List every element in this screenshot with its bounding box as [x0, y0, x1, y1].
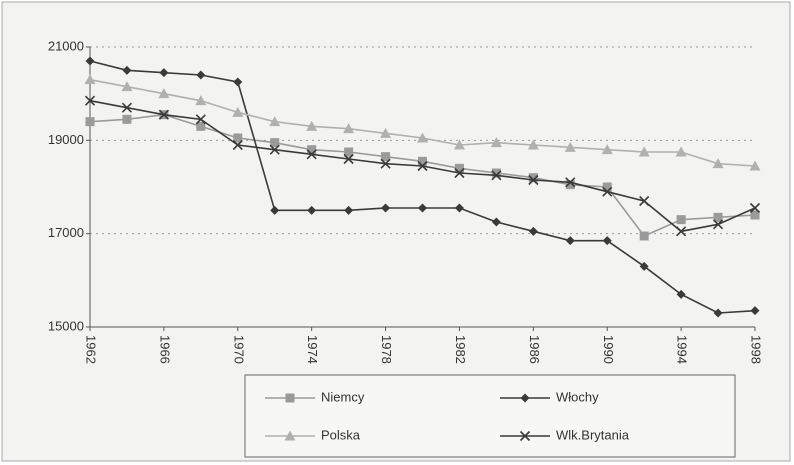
y-tick-label: 21000 — [48, 38, 84, 53]
point — [417, 132, 428, 143]
point — [232, 106, 244, 117]
point — [158, 88, 170, 99]
point — [84, 74, 96, 85]
legend-label: Włochy — [556, 389, 599, 404]
legend-label: Polska — [321, 427, 361, 442]
point — [713, 212, 723, 222]
y-tick-label: 17000 — [48, 225, 84, 240]
point — [713, 308, 723, 318]
point — [490, 137, 502, 148]
point — [453, 139, 465, 150]
point — [159, 68, 169, 78]
point — [284, 430, 296, 441]
point — [121, 81, 133, 92]
point — [528, 226, 538, 236]
point — [380, 127, 392, 138]
point — [196, 121, 206, 131]
point — [749, 202, 761, 214]
point — [565, 180, 575, 190]
point — [269, 116, 281, 127]
point — [270, 205, 280, 215]
point — [676, 226, 687, 237]
x-tick-label: 1994 — [675, 335, 690, 364]
point — [454, 167, 465, 179]
legend-label: Niemcy — [321, 389, 365, 404]
point — [519, 430, 531, 442]
point — [84, 95, 96, 106]
point — [417, 160, 428, 172]
x-tick-label: 1986 — [527, 335, 542, 364]
point — [418, 203, 427, 213]
point — [232, 139, 243, 151]
point — [639, 195, 650, 207]
point — [381, 203, 391, 213]
point — [676, 289, 686, 299]
point — [270, 138, 280, 148]
point — [602, 186, 613, 197]
point — [750, 210, 760, 220]
point — [712, 219, 724, 230]
point — [233, 133, 243, 143]
point — [527, 139, 539, 150]
point — [306, 149, 317, 160]
y-tick-label: 19000 — [48, 132, 84, 147]
point — [122, 114, 132, 124]
point — [306, 120, 318, 131]
point — [454, 163, 464, 173]
point — [122, 65, 132, 75]
point — [565, 177, 576, 188]
point — [344, 205, 354, 215]
point — [85, 56, 95, 66]
point — [381, 152, 391, 162]
x-tick-label: 1998 — [749, 335, 764, 364]
x-tick-label: 1966 — [157, 335, 172, 364]
x-tick-label: 1974 — [305, 335, 320, 364]
point — [638, 146, 650, 157]
point — [564, 141, 576, 152]
point — [602, 236, 612, 246]
point — [418, 156, 427, 166]
point — [749, 160, 761, 171]
point — [520, 393, 530, 403]
x-tick-label: 1970 — [231, 335, 246, 364]
point — [380, 158, 391, 169]
point — [344, 147, 354, 157]
point — [712, 158, 724, 169]
x-tick-label: 1990 — [601, 335, 616, 364]
point — [676, 215, 686, 225]
y-tick-label: 15000 — [48, 318, 84, 333]
point — [750, 306, 760, 316]
point — [602, 182, 612, 192]
point — [528, 174, 539, 186]
point — [269, 144, 280, 155]
point — [196, 70, 206, 80]
point — [307, 145, 317, 155]
x-tick-label: 1982 — [453, 335, 468, 364]
point — [343, 153, 354, 165]
point — [639, 261, 649, 271]
point — [285, 393, 295, 403]
point — [195, 95, 207, 106]
point — [343, 123, 355, 134]
legend-box — [244, 374, 736, 458]
point — [233, 77, 243, 87]
point — [528, 173, 538, 183]
point — [491, 170, 502, 181]
legend-label: Wlk.Brytania — [556, 427, 630, 442]
point — [158, 109, 169, 120]
point — [601, 144, 613, 155]
point — [491, 168, 501, 178]
point — [565, 236, 575, 246]
point — [454, 203, 464, 213]
x-tick-label: 1978 — [379, 335, 394, 364]
point — [85, 117, 95, 127]
x-tick-label: 1962 — [84, 335, 99, 364]
point — [675, 146, 687, 157]
point — [491, 217, 501, 227]
point — [307, 205, 317, 215]
point — [195, 114, 206, 125]
point — [639, 231, 649, 241]
point — [121, 102, 133, 113]
